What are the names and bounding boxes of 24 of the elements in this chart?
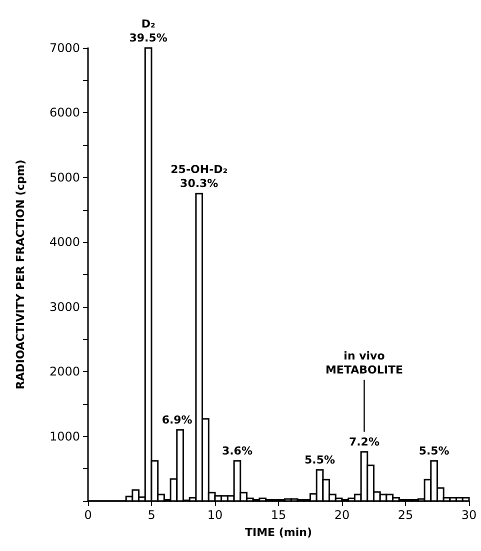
y-tick-label: 5000 xyxy=(49,170,80,184)
annotation: 25-OH-D₂ 30.3% xyxy=(170,163,228,190)
x-tick-label: 30 xyxy=(461,508,477,522)
annotation: in vivo METABOLITE xyxy=(325,349,403,376)
annotation: 6.9% xyxy=(162,413,192,426)
annotation: 5.5% xyxy=(304,453,336,466)
x-tick-label: 25 xyxy=(398,508,414,522)
y-tick-label: 6000 xyxy=(49,106,80,120)
x-axis-title: TIME (min) xyxy=(244,526,312,539)
y-tick-label: 4000 xyxy=(49,235,80,250)
y-tick-label: 7000 xyxy=(49,41,80,55)
y-axis-title: RADIOACTIVITY PER FRACTION (cpm) xyxy=(14,160,27,390)
x-tick-label: 0 xyxy=(84,508,92,522)
y-tick-label: 1000 xyxy=(49,429,80,444)
annotation: 3.6% xyxy=(222,444,252,458)
x-tick-label: 20 xyxy=(334,508,350,522)
y-tick-label: 3000 xyxy=(49,300,80,314)
x-tick-label: 10 xyxy=(207,508,223,522)
annotation: 5.5% xyxy=(418,444,450,458)
y-tick-label: 2000 xyxy=(49,364,80,379)
x-tick-label: 15 xyxy=(270,508,286,522)
annotation: D₂ 39.5% xyxy=(129,18,168,44)
annotation: 7.2% xyxy=(348,435,380,448)
x-tick-label: 5 xyxy=(148,508,156,522)
